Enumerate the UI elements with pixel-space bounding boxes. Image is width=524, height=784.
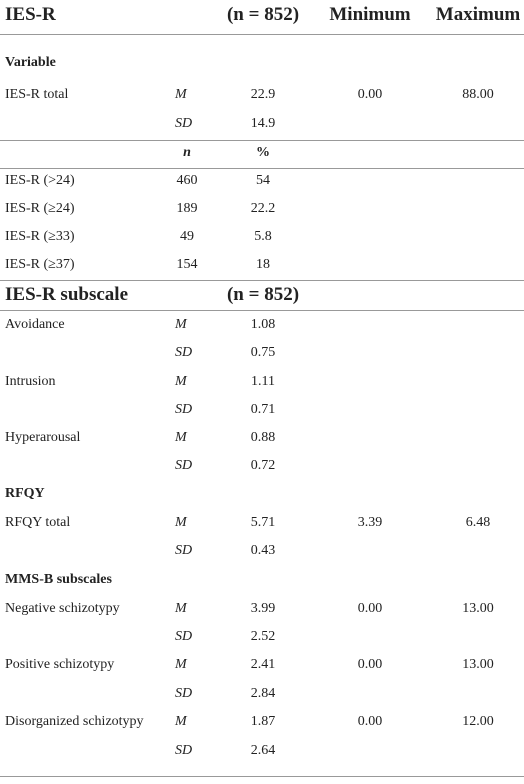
cell: 22.2 [250, 201, 276, 216]
cell: 0.43 [250, 543, 276, 558]
cell: 0.75 [250, 345, 276, 360]
cell: 0.00 [357, 601, 383, 616]
cell: 189 [176, 201, 198, 216]
cell: 6.48 [465, 515, 491, 530]
cell: M [175, 515, 187, 530]
cell: (n = 852) [226, 284, 300, 305]
cell: 0.88 [250, 430, 276, 445]
cell: 1.08 [250, 317, 276, 332]
row-label: IES-R subscale [5, 284, 128, 305]
rule [0, 168, 524, 169]
row-label: IES-R total [5, 87, 69, 102]
cell: M [175, 601, 187, 616]
cell: 0.00 [357, 87, 383, 102]
cell: 54 [256, 173, 270, 188]
cell: n [183, 145, 191, 160]
cell: 0.71 [250, 402, 276, 417]
cell: 12.00 [462, 714, 494, 729]
header-cell: IES-R [5, 4, 56, 25]
rule [0, 34, 524, 35]
cell: 14.9 [250, 116, 276, 131]
cell: M [175, 430, 187, 445]
header-cell: Minimum [329, 4, 411, 25]
cell: M [175, 374, 187, 389]
rule [0, 140, 524, 141]
cell: M [175, 317, 187, 332]
cell: 1.87 [250, 714, 276, 729]
header-cell: (n = 852) [226, 4, 300, 25]
rule [0, 776, 524, 777]
row-label: Intrusion [5, 374, 56, 389]
row-label: IES-R (≥24) [5, 201, 75, 216]
row-label: RFQY total [5, 515, 71, 530]
row-label: Variable [5, 55, 56, 70]
cell: 0.00 [357, 714, 383, 729]
cell: SD [175, 629, 193, 644]
cell: SD [175, 743, 193, 758]
cell: 460 [176, 173, 198, 188]
cell: 13.00 [462, 657, 494, 672]
rule [0, 310, 524, 311]
cell: 154 [176, 257, 198, 272]
cell: SD [175, 345, 193, 360]
cell: 5.8 [254, 229, 272, 244]
cell: M [175, 87, 187, 102]
cell: 2.41 [250, 657, 276, 672]
cell: 0.00 [357, 657, 383, 672]
cell: 3.99 [250, 601, 276, 616]
cell: % [256, 145, 270, 160]
cell: 13.00 [462, 601, 494, 616]
row-label: Avoidance [5, 317, 65, 332]
row-label: Disorganized schizotypy [5, 714, 144, 729]
cell: 2.52 [250, 629, 276, 644]
cell: SD [175, 116, 193, 131]
row-label: IES-R (≥33) [5, 229, 75, 244]
cell: 18 [256, 257, 270, 272]
row-label: IES-R (≥37) [5, 257, 75, 272]
cell: 88.00 [462, 87, 494, 102]
cell: 2.64 [250, 743, 276, 758]
row-label: IES-R (>24) [5, 173, 75, 188]
cell: 3.39 [357, 515, 383, 530]
cell: M [175, 657, 187, 672]
cell: 5.71 [250, 515, 276, 530]
row-label: MMS-B subscales [5, 572, 112, 587]
cell: 0.72 [250, 458, 276, 473]
cell: 1.11 [251, 374, 275, 389]
cell: 2.84 [250, 686, 276, 701]
cell: 22.9 [250, 87, 276, 102]
row-label: Hyperarousal [5, 430, 81, 445]
row-label: Positive schizotypy [5, 657, 115, 672]
header-cell: Maximum [435, 4, 521, 25]
cell: SD [175, 458, 193, 473]
cell: SD [175, 686, 193, 701]
cell: 49 [180, 229, 194, 244]
row-label: Negative schizotypy [5, 601, 120, 616]
cell: SD [175, 543, 193, 558]
cell: M [175, 714, 187, 729]
row-label: RFQY [5, 486, 45, 501]
cell: SD [175, 402, 193, 417]
rule [0, 280, 524, 281]
